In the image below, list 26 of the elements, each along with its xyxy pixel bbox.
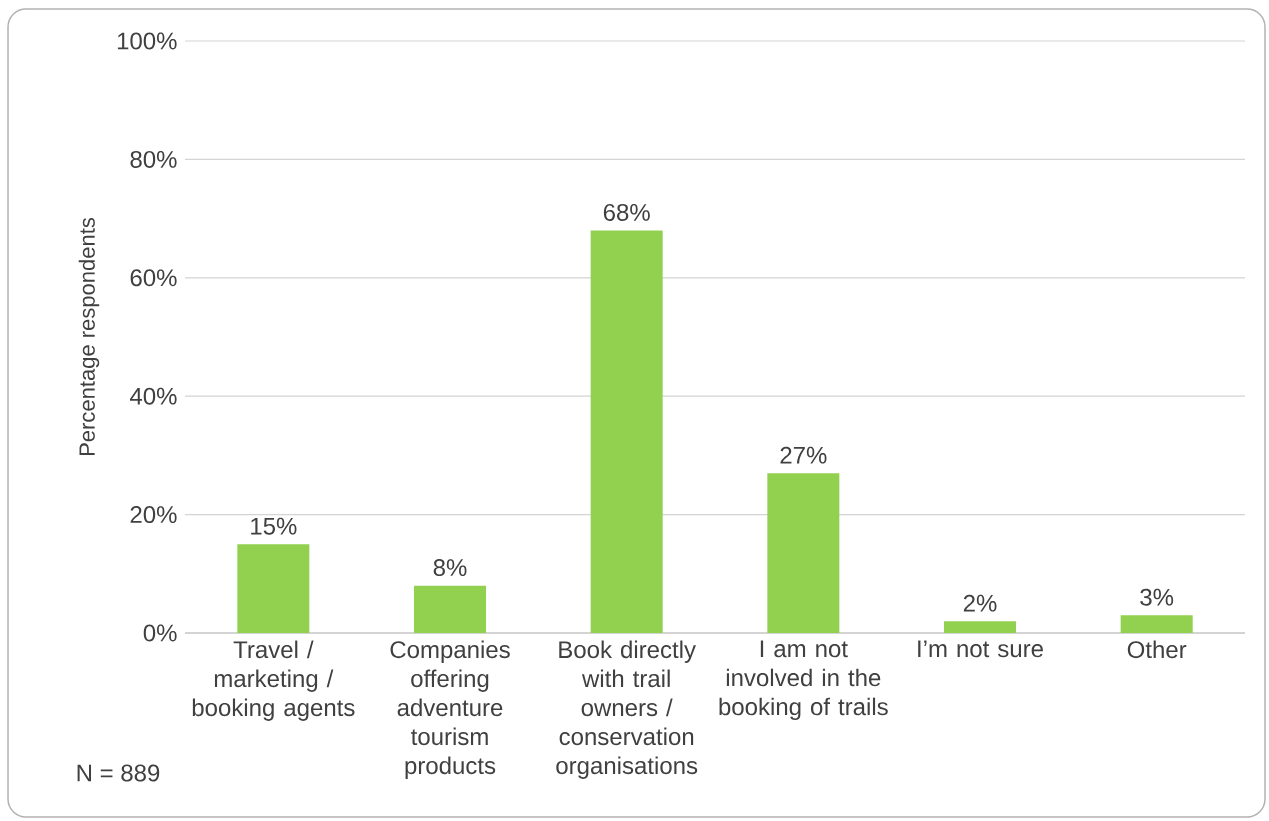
data-label: 3% bbox=[1140, 588, 1174, 606]
y-tick-label: 0% bbox=[143, 624, 177, 642]
data-label: 68% bbox=[603, 203, 650, 221]
y-tick-label: 40% bbox=[129, 387, 177, 405]
x-tick-label: Travel / marketing / booking agents bbox=[192, 640, 355, 721]
y-tick-label: 80% bbox=[130, 150, 177, 168]
y-tick-label: 60% bbox=[130, 269, 177, 287]
bar bbox=[944, 621, 1016, 633]
y-tick-label: 20% bbox=[130, 506, 177, 524]
data-label: 8% bbox=[433, 559, 467, 577]
data-label: 27% bbox=[780, 446, 827, 464]
text: N = 889 bbox=[77, 764, 160, 782]
x-tick-label: Companies offering adventure tourism products bbox=[390, 640, 510, 779]
bar bbox=[237, 544, 310, 633]
x-tick-label: Other bbox=[1127, 640, 1187, 659]
bar bbox=[414, 585, 487, 633]
x-tick-label: Book directly with trail owners / conservation organisations bbox=[556, 640, 698, 779]
bar bbox=[1120, 615, 1193, 633]
bar bbox=[767, 473, 840, 633]
y-axis-title: Percentage respondents bbox=[78, 217, 100, 456]
x-tick-label: I am not involved in the booking of trails bbox=[719, 640, 888, 721]
bar bbox=[590, 230, 663, 633]
data-label: 15% bbox=[251, 517, 297, 535]
y-tick-label: 100% bbox=[117, 32, 177, 50]
x-tick-label: I’m not sure bbox=[918, 640, 1043, 658]
data-label: 2% bbox=[963, 594, 997, 612]
